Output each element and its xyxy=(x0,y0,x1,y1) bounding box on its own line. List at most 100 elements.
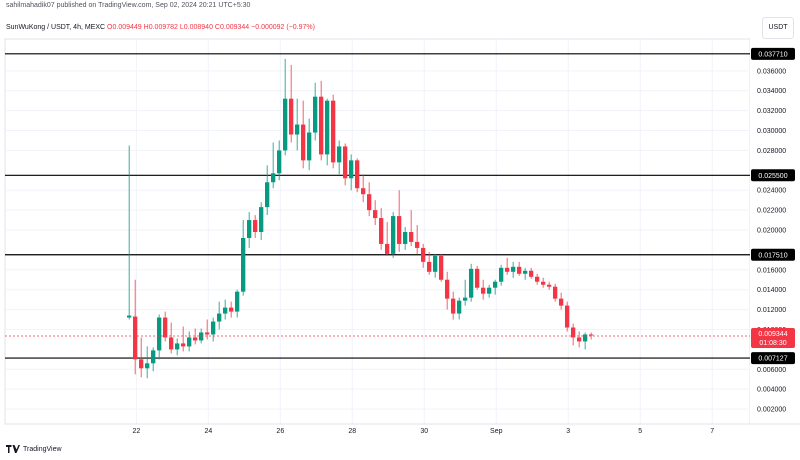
candle-body xyxy=(396,216,402,244)
candle xyxy=(288,64,294,143)
candle xyxy=(456,297,462,320)
candle-body xyxy=(246,220,252,238)
candle-body xyxy=(492,281,498,288)
candle xyxy=(145,346,150,379)
candle-body xyxy=(582,334,588,342)
candle-body xyxy=(480,287,486,294)
candle xyxy=(330,94,336,169)
candle-body xyxy=(426,261,432,272)
candle xyxy=(282,58,288,156)
level-price-label: 0.017510 xyxy=(758,252,787,259)
level-price-tag xyxy=(751,47,795,60)
candle xyxy=(151,347,156,372)
candle-body xyxy=(300,124,306,161)
candle xyxy=(384,222,390,256)
candle-body xyxy=(288,98,294,135)
candle xyxy=(348,154,354,191)
time-tick-label: 7 xyxy=(710,428,714,435)
candle xyxy=(211,317,216,342)
symbol-name[interactable]: SunWuKong / USDT, 4h, MEXC xyxy=(6,24,106,31)
candle-body xyxy=(258,207,264,232)
candle xyxy=(193,328,198,345)
level-price-label: 0.037710 xyxy=(758,51,787,58)
candle xyxy=(228,301,234,318)
candle-body xyxy=(372,210,378,219)
candle-body xyxy=(276,150,282,174)
footer-brand: TradingView xyxy=(23,445,62,453)
candle-body xyxy=(432,255,438,272)
candle-body xyxy=(516,266,522,274)
candle-body xyxy=(534,276,540,282)
candle-body xyxy=(264,182,270,208)
current-price-tag xyxy=(751,328,795,349)
candle-body xyxy=(175,343,180,350)
time-tick-label: 3 xyxy=(566,428,570,435)
candle-body xyxy=(558,298,564,306)
candle xyxy=(169,322,174,354)
candle-body xyxy=(252,220,258,232)
candle-body xyxy=(438,255,444,280)
price-tick-label: 0.006000 xyxy=(757,367,786,374)
candle-body xyxy=(486,287,492,294)
candle-body xyxy=(588,334,594,336)
tradingview-logo-icon xyxy=(6,445,20,453)
candle-body xyxy=(390,216,396,254)
candle-body xyxy=(564,305,570,328)
candle xyxy=(558,292,564,310)
candle xyxy=(390,212,396,258)
candle xyxy=(552,283,558,302)
candle xyxy=(468,263,474,302)
candle-body xyxy=(408,231,414,242)
low-value: L0.008940 xyxy=(179,24,213,31)
candle xyxy=(426,251,432,275)
candle xyxy=(360,174,366,203)
candle-body xyxy=(282,98,288,151)
level-price-tag xyxy=(751,169,795,182)
price-tick-label: 0.036000 xyxy=(757,68,786,75)
candle xyxy=(306,118,312,171)
price-tick-label: 0.024000 xyxy=(757,188,786,195)
change-value: −0.000092 (−0.97%) xyxy=(251,24,315,31)
candle-body xyxy=(228,307,234,312)
candle-body xyxy=(330,100,336,163)
candle xyxy=(324,98,330,166)
price-tick-label: 0.004000 xyxy=(757,387,786,394)
time-tick-label: 30 xyxy=(420,428,428,435)
candle-body xyxy=(522,270,528,274)
candle xyxy=(139,337,144,378)
candle xyxy=(564,301,570,332)
candle xyxy=(528,267,534,279)
candle-body xyxy=(217,313,222,322)
candle xyxy=(492,279,498,295)
candle xyxy=(534,273,540,285)
candle xyxy=(312,82,318,141)
candle xyxy=(474,265,480,290)
price-tick-label: 0.014000 xyxy=(757,287,786,294)
candle xyxy=(408,210,414,246)
level-price-label: 0.007127 xyxy=(758,356,787,363)
candle xyxy=(444,271,450,310)
candle xyxy=(276,140,282,181)
candle xyxy=(187,331,192,352)
candle xyxy=(498,264,504,286)
candle-body xyxy=(234,291,240,312)
candle xyxy=(588,332,594,340)
candle xyxy=(181,326,186,352)
candle-body xyxy=(378,218,384,244)
candle xyxy=(414,225,420,254)
price-axis-ticks: 0.036000 0.034000 0.032000 0.030000 0.028000… xyxy=(757,68,786,413)
candle-body xyxy=(240,237,246,292)
candle xyxy=(576,331,582,348)
candle-body xyxy=(270,173,276,183)
time-tick-label: 5 xyxy=(638,428,642,435)
candles xyxy=(127,58,594,379)
candle-body xyxy=(366,194,372,211)
tradingview-footer[interactable]: TradingView xyxy=(6,445,62,453)
candle xyxy=(432,253,438,278)
candle xyxy=(336,140,342,175)
currency-button[interactable]: USDT xyxy=(762,17,794,39)
candle-body xyxy=(498,267,504,282)
candle-body xyxy=(510,266,516,272)
time-tick-label: 24 xyxy=(204,428,212,435)
candle xyxy=(246,212,252,248)
